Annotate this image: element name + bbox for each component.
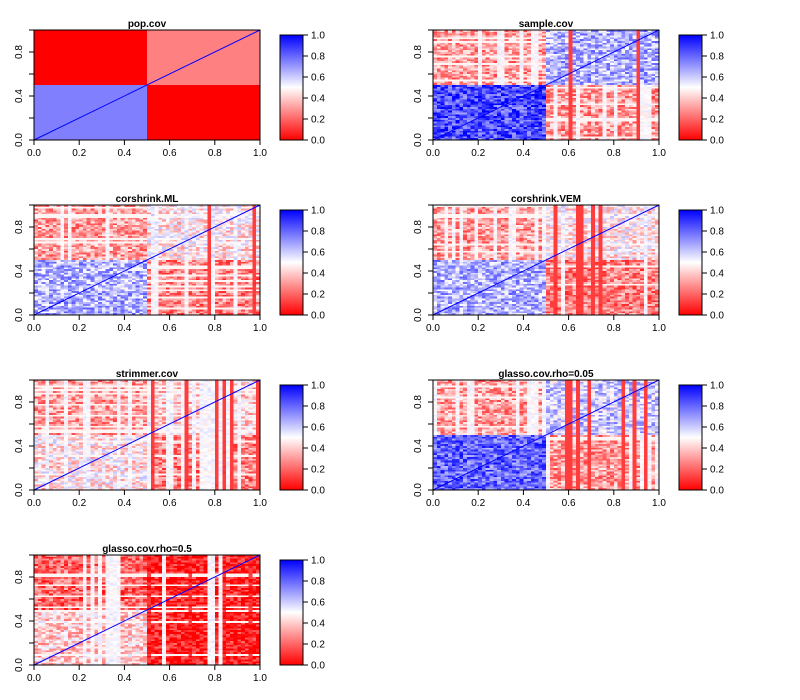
y-tick-label: 0.8: [14, 45, 25, 59]
x-tick-label: 0.8: [208, 148, 222, 159]
block-bottom-right: [147, 85, 260, 140]
y-tick-label: 0.0: [413, 133, 424, 147]
block-top-left: [34, 30, 147, 85]
x-tick-label: 0.0: [27, 148, 41, 159]
x-tick-label: 0.6: [163, 148, 177, 159]
colorbar-tick-label: 0.2: [710, 115, 724, 126]
heatmap-panel: corshrink.ML0.0 0.2 0.4 0.6 0.8 1.00.00.40.80…: [14, 194, 325, 334]
y-tick-label: 0.0: [14, 133, 25, 147]
colorbar-tick-label: 0.4: [710, 94, 724, 105]
x-tick-label: 0.2: [72, 148, 86, 159]
colorbar-tick-label: 0.8: [710, 52, 724, 63]
colorbar-tick-label: 0.6: [710, 73, 724, 84]
x-tick-label: 0.4: [516, 148, 530, 159]
colorbar-tick-label: 0.0: [710, 136, 724, 147]
x-tick-label: 0.2: [471, 148, 485, 159]
x-tick-label: 0.0: [426, 148, 440, 159]
colorbar-tick-label: 0.6: [311, 73, 325, 84]
y-tick-label: 0.4: [413, 89, 424, 103]
colorbar-tick-label: 0.0: [311, 136, 325, 147]
colorbar-tick-label: 0.2: [311, 115, 325, 126]
heatmap-panel: sample.cov 0.0 0.2 0.4 0.6 0.8 1.0 0.0 0.4 0.8 0.0…: [413, 19, 724, 159]
x-tick-label: 0.8: [607, 148, 621, 159]
x-tick-label: 0.6: [562, 148, 576, 159]
colorbar-tick-label: 1.0: [710, 31, 724, 42]
panel-title: sample.cov: [519, 19, 574, 30]
colorbar-tick-label: 1.0: [311, 31, 325, 42]
heatmap-panel: pop.cov 0.0 0.2 0.4 0.6 0.8 1.0 0.0 0.4 0.8 0.0 0.2…: [14, 19, 325, 159]
y-tick-label: 0.8: [413, 45, 424, 59]
colorbar: [280, 35, 303, 140]
panel-title: pop.cov: [128, 19, 167, 30]
colorbar-tick-label: 0.4: [311, 94, 325, 105]
x-tick-label: 1.0: [652, 148, 666, 159]
x-tick-label: 0.4: [117, 148, 131, 159]
colorbar-tick-label: 0.8: [311, 52, 325, 63]
colorbar: [679, 35, 702, 140]
y-tick-label: 0.4: [14, 89, 25, 103]
x-tick-label: 1.0: [253, 148, 267, 159]
